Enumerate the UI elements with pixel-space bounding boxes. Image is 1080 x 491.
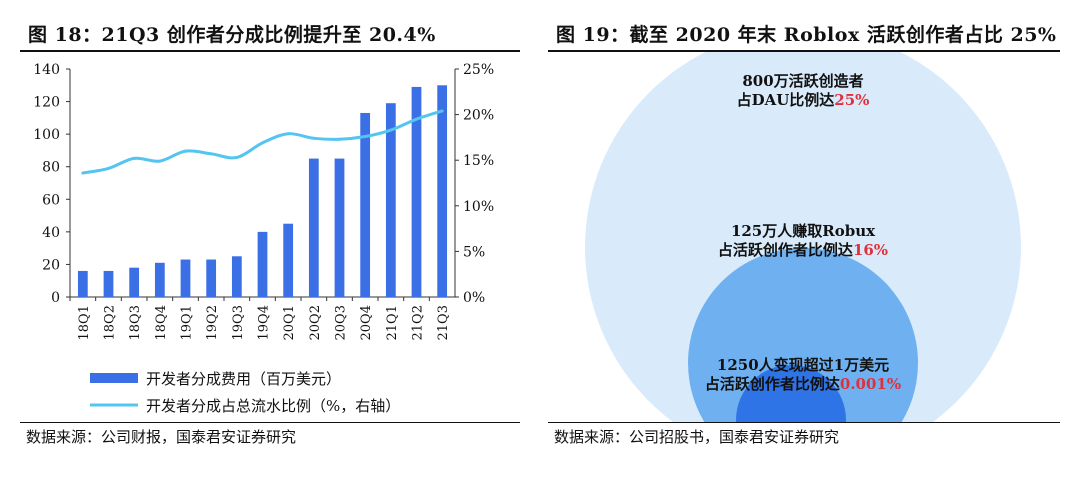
- bar-20Q2: [308, 158, 319, 297]
- middle-pct: 16%: [852, 241, 889, 259]
- left-figure: 图 18：21Q3 创作者分成比例提升至 20.4% 0 20 40 60 80 100 1…: [20, 20, 520, 422]
- share-point-18Q3: [132, 156, 136, 160]
- legend-bar-label: 开发者分成费用（百万美元）: [146, 370, 341, 388]
- x-tick-label: 20Q2: [308, 305, 323, 340]
- bar-20Q3: [334, 158, 345, 297]
- inner-pct: 0.001%: [839, 375, 902, 393]
- outer-pct: 25%: [834, 91, 870, 109]
- x-tick-label: 19Q1: [180, 305, 195, 340]
- y-left-tick-label: 140: [33, 62, 60, 78]
- right-source: 数据来源：公司招股书，国泰君安证券研究: [548, 422, 1060, 451]
- share-point-19Q4: [261, 141, 264, 145]
- middle-circle-label: 125万人赚取Robux 占活跃创作者比例达16%: [648, 222, 958, 260]
- share-point-18Q4: [158, 159, 162, 163]
- left-figure-title: 图 18：21Q3 创作者分成比例提升至 20.4%: [20, 20, 520, 52]
- outer-line2: 占DAU比例达: [736, 91, 835, 109]
- left-source: 数据来源：公司财报，国泰君安证券研究: [20, 422, 520, 451]
- y-left-tick-label: 40: [42, 225, 60, 241]
- x-tick-label: 18Q2: [103, 305, 118, 340]
- y-left-tick-label: 60: [42, 192, 60, 208]
- bar-19Q3: [231, 256, 242, 297]
- right-figure: 图 19：截至 2020 年末 Roblox 活跃创作者占比 25%: [548, 20, 1060, 52]
- share-point-21Q3: [440, 109, 444, 113]
- inner-circle: [736, 365, 846, 422]
- bar-19Q2: [206, 259, 217, 297]
- bar-18Q3: [129, 267, 140, 297]
- inner-circle-label: 1250人变现超过1万美元 占活跃创作者比例达0.001%: [638, 356, 968, 394]
- inner-line1: 1250人变现超过1万美元: [716, 356, 890, 374]
- x-tick-label: 19Q4: [257, 305, 272, 340]
- y-left-tick-label: 0: [51, 290, 60, 306]
- x-tick-label: 20Q1: [282, 305, 297, 340]
- y-left-tick-label: 120: [33, 95, 60, 111]
- outer-circle-label: 800万活跃创造者 占DAU比例达25%: [678, 72, 928, 110]
- bar-18Q4: [154, 262, 165, 297]
- x-tick-label: 19Q2: [205, 305, 220, 340]
- x-tick-label: 19Q3: [231, 305, 246, 340]
- y-right-tick-label: 0%: [463, 290, 485, 306]
- y-left-tick-label: 100: [33, 127, 60, 143]
- y-right-tick-label: 10%: [463, 199, 494, 215]
- y-left-tick-label: 80: [42, 160, 60, 176]
- share-point-19Q1: [184, 149, 187, 153]
- bar-18Q2: [103, 270, 114, 297]
- x-tick-label: 21Q1: [385, 305, 400, 340]
- share-point-20Q1: [286, 132, 290, 136]
- right-figure-title: 图 19：截至 2020 年末 Roblox 活跃创作者占比 25%: [548, 20, 1060, 52]
- y-left-tick-label: 20: [42, 257, 60, 273]
- revenue-share-chart: 0 20 40 60 80 100 120 140 0% 5% 10% 15% 20% 25% 18Q1 18…: [33, 62, 494, 415]
- x-tick-label: 18Q3: [128, 305, 143, 340]
- x-tick-label: 21Q3: [436, 305, 451, 340]
- bar-20Q4: [360, 112, 371, 297]
- bar-21Q1: [385, 103, 396, 297]
- share-point-20Q4: [363, 134, 367, 138]
- middle-line1: 125万人赚取Robux: [730, 222, 876, 240]
- share-point-19Q3: [235, 155, 239, 159]
- y-right-tick-label: 25%: [463, 62, 494, 78]
- bar-18Q1: [77, 270, 88, 297]
- nested-circles-diagram: 800万活跃创造者 占DAU比例达25% 125万人赚取Robux 占活跃创作者…: [548, 52, 1060, 422]
- bar-19Q4: [257, 231, 268, 297]
- share-point-18Q2: [107, 166, 110, 170]
- share-point-19Q2: [209, 152, 213, 156]
- bar-21Q2: [411, 86, 422, 297]
- y-right-tick-label: 5%: [463, 244, 485, 260]
- middle-line2: 占活跃创作者比例达: [717, 241, 853, 259]
- share-point-21Q2: [415, 117, 418, 121]
- bar-20Q1: [283, 223, 294, 297]
- x-tick-label: 20Q4: [359, 305, 374, 340]
- share-point-20Q3: [338, 137, 341, 141]
- bar-19Q1: [180, 259, 191, 297]
- middle-circle: [688, 248, 918, 422]
- share-point-20Q2: [312, 136, 316, 140]
- share-point-18Q1: [81, 171, 85, 175]
- share-point-21Q1: [389, 128, 393, 132]
- x-tick-label: 18Q1: [77, 305, 92, 340]
- x-tick-label: 21Q2: [411, 305, 426, 340]
- x-tick-label: 18Q4: [154, 305, 169, 340]
- legend-line-label: 开发者分成占总流水比例（%，右轴）: [146, 397, 400, 415]
- y-right-tick-label: 20%: [463, 108, 494, 124]
- x-tick-label: 20Q3: [334, 305, 349, 340]
- outer-line1: 800万活跃创造者: [742, 72, 864, 90]
- legend-bar-swatch: [90, 373, 138, 383]
- inner-line2: 占活跃创作者比例达: [704, 375, 840, 393]
- y-right-tick-label: 15%: [463, 153, 494, 169]
- bar-21Q3: [437, 85, 448, 298]
